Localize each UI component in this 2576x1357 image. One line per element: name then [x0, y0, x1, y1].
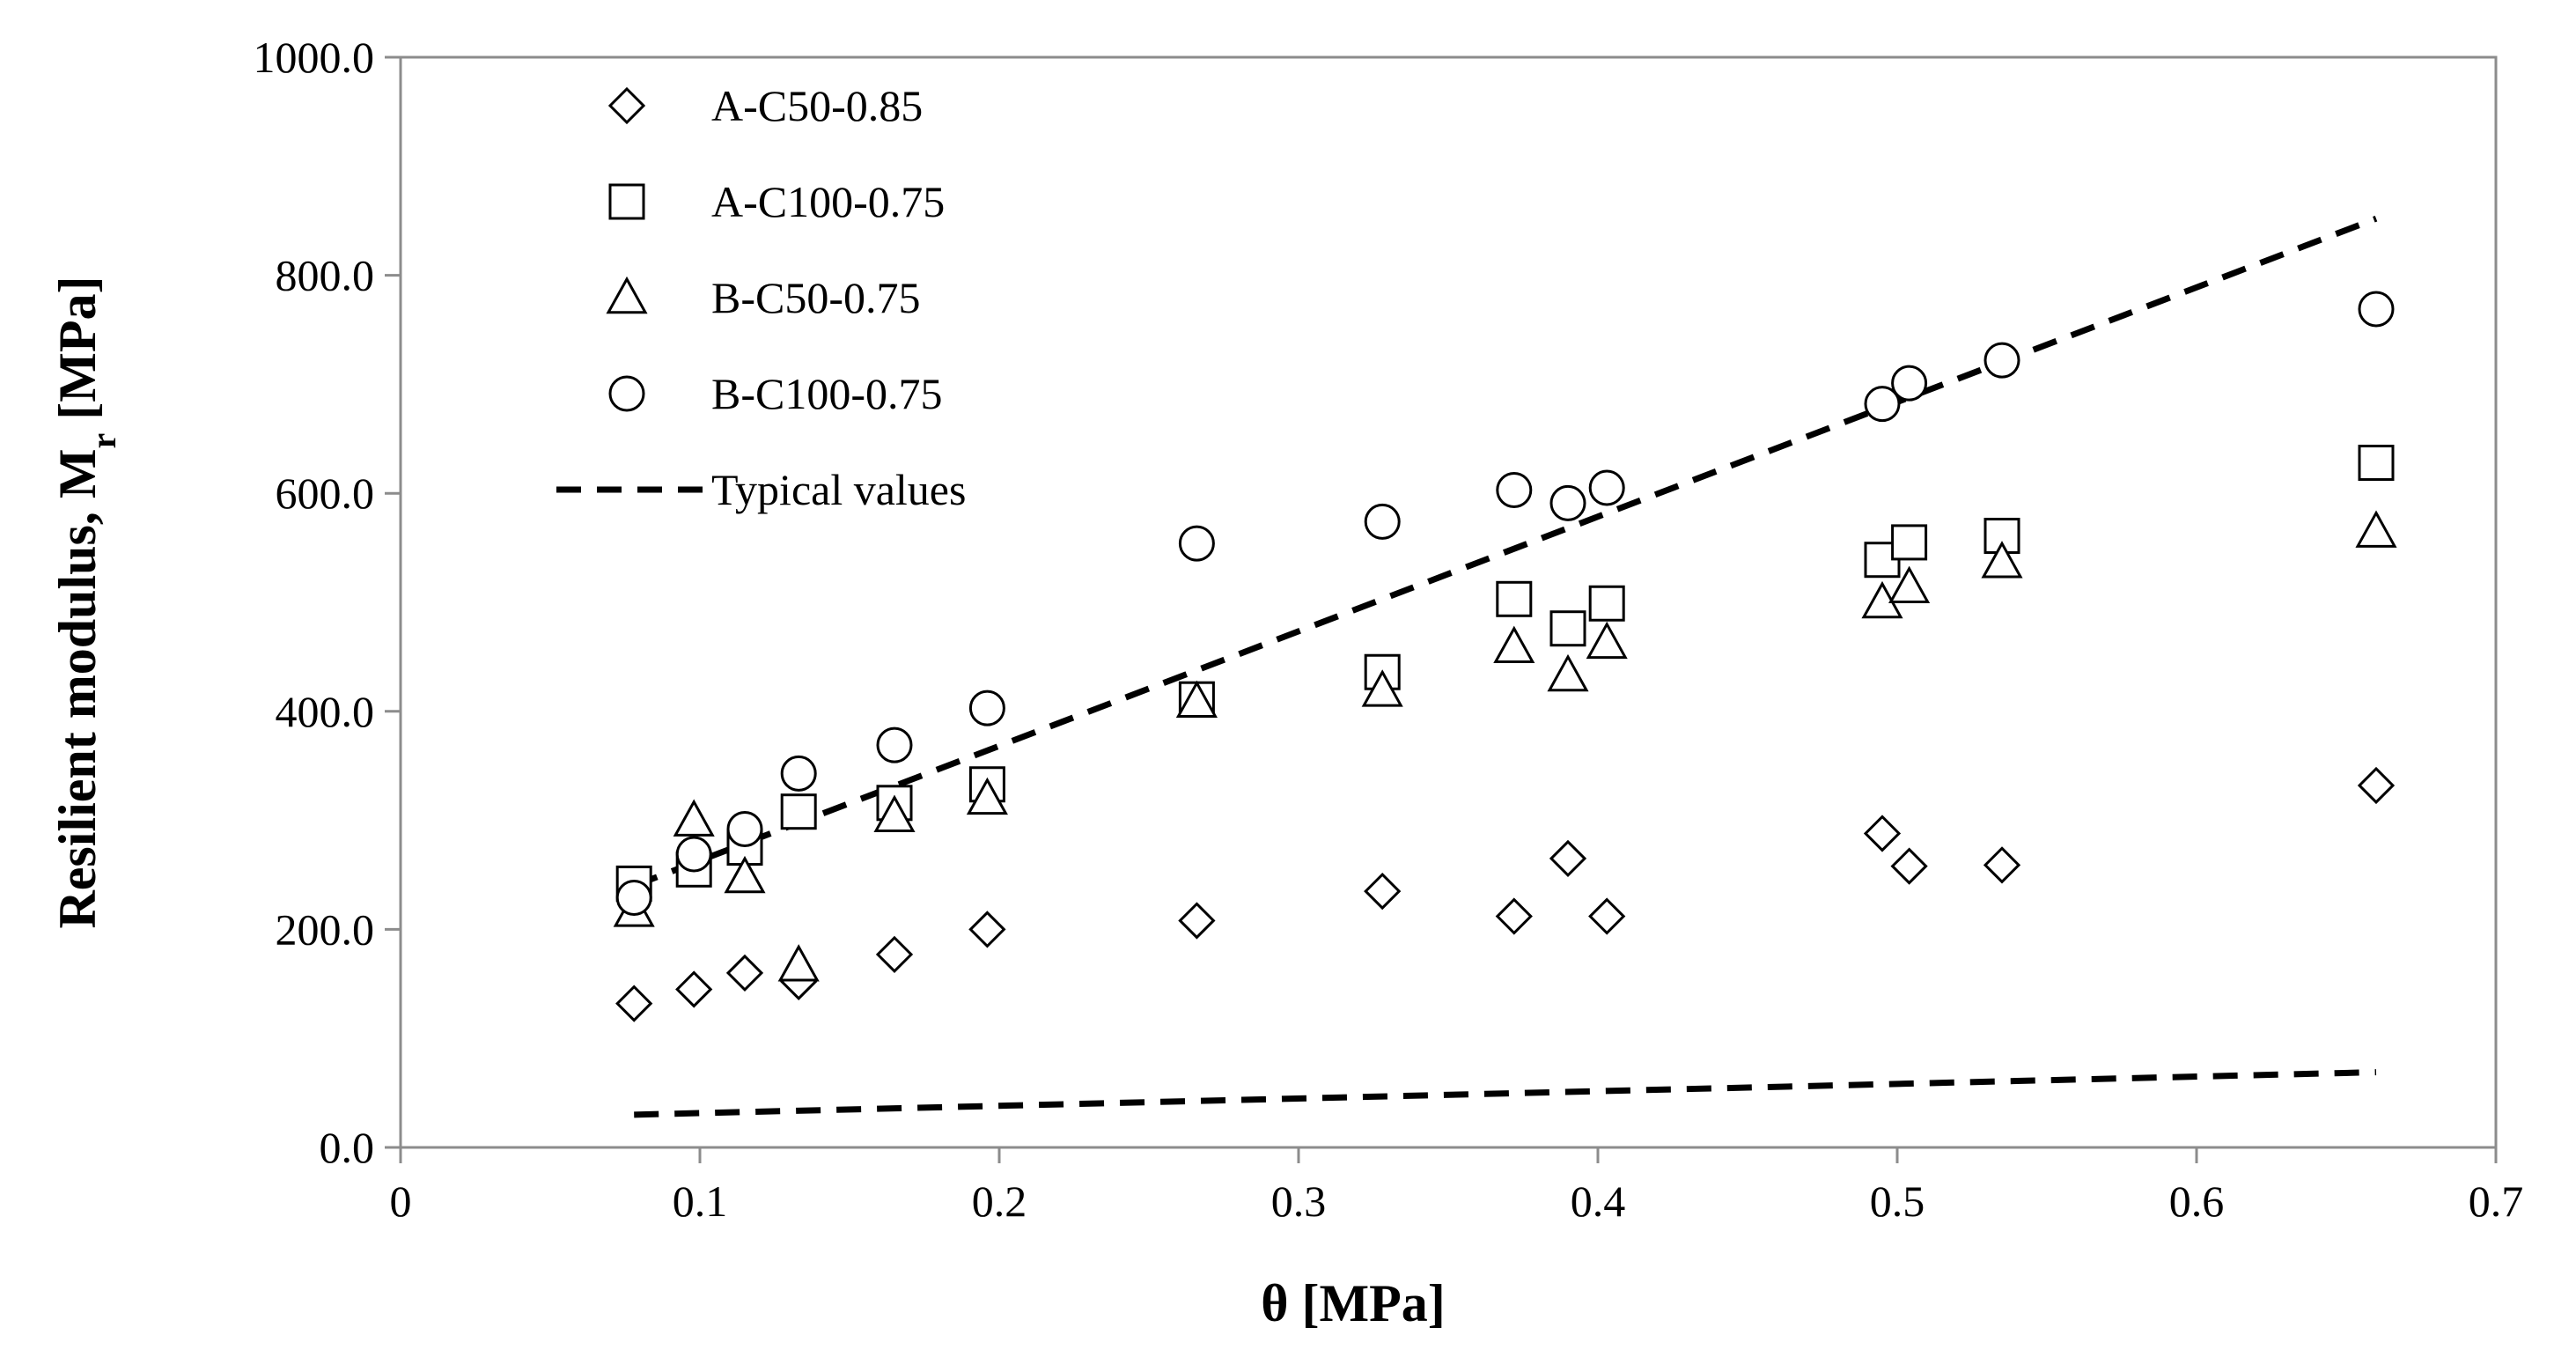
y-tick-label: 400.0	[276, 687, 375, 736]
circle-point	[1549, 484, 1586, 521]
x-tick-label: 0.6	[2169, 1176, 2225, 1226]
x-tick-label: 0.5	[1870, 1176, 1925, 1226]
legend-circle-marker	[608, 375, 645, 412]
triangle-point	[673, 799, 715, 837]
circle-point	[2358, 291, 2395, 328]
triangle-point	[966, 777, 1008, 815]
plot-frame	[399, 55, 2498, 1149]
circle-point	[1496, 471, 1533, 508]
triangle-point	[1888, 565, 1931, 603]
legend-label: B-C100-0.75	[711, 369, 943, 418]
circle-point	[615, 879, 652, 916]
y-axis-title-unit: [MPa]	[48, 276, 107, 432]
x-tick-label: 0.1	[673, 1176, 728, 1226]
circle-point	[675, 836, 712, 873]
legend-square-marker	[608, 183, 645, 220]
series-triangle	[613, 510, 2397, 982]
y-tick-label: 600.0	[276, 468, 375, 518]
diamond-point	[1495, 897, 1533, 935]
y-tick-label: 800.0	[276, 251, 375, 300]
triangle-point	[724, 855, 766, 894]
square-point	[2358, 445, 2395, 482]
diamond-point	[968, 911, 1006, 948]
legend-label: A-C50-0.85	[711, 81, 923, 130]
diamond-point	[1549, 839, 1587, 878]
triangle-point	[2355, 510, 2397, 548]
square-point	[780, 793, 817, 830]
x-tick-label: 0.7	[2469, 1176, 2524, 1226]
x-tick-label: 0.3	[1271, 1176, 1327, 1226]
x-tick-label: 0.4	[1571, 1176, 1626, 1226]
diamond-point	[875, 935, 914, 973]
triangle-point	[1981, 541, 2023, 579]
diamond-point	[1178, 902, 1216, 940]
triangle-point	[1493, 625, 1535, 664]
diamond-point	[2357, 766, 2396, 805]
circle-point	[968, 690, 1005, 726]
square-point	[1496, 580, 1533, 617]
triangle-point	[1586, 621, 1628, 660]
circle-point	[1891, 365, 1928, 402]
typical-values-lines	[632, 215, 2378, 1118]
x-tick-label: 0	[390, 1176, 412, 1226]
diamond-point	[1983, 846, 2021, 884]
triangle-point	[1175, 680, 1218, 718]
x-tick-label: 0.2	[972, 1176, 1027, 1226]
diamond-point	[615, 985, 653, 1022]
circle-point	[1984, 342, 2020, 379]
legend-label: Typical values	[711, 465, 966, 514]
circle-point	[1588, 469, 1625, 506]
y-tick-label: 200.0	[276, 904, 375, 954]
square-point	[1549, 610, 1586, 647]
legend-triangle-marker	[606, 276, 648, 314]
diamond-point	[1863, 815, 1902, 852]
x-axis-ticks: 0 0.1 0.2 0.3 0.4 0.5 0.6 0.7	[390, 1147, 2524, 1226]
y-tick-label: 1000.0	[254, 33, 375, 82]
square-point	[1588, 585, 1625, 622]
y-axis-title-main: Resilient modulus, M	[48, 448, 107, 928]
typical-values-lower-line	[634, 1069, 2377, 1118]
circle-point	[726, 811, 763, 848]
diamond-point	[675, 970, 713, 1008]
y-axis-title-subscript: r	[84, 433, 123, 449]
y-tick-label: 0.0	[320, 1123, 375, 1172]
series-circle	[615, 291, 2395, 916]
axes	[399, 55, 2498, 1149]
circle-point	[1864, 386, 1901, 423]
diamond-point	[725, 954, 764, 992]
legend-diamond-marker	[607, 86, 646, 125]
legend: A-C50-0.85 A-C100-0.75 B-C50-0.75 B-C100-0.…	[556, 81, 966, 514]
triangle-point	[1361, 669, 1403, 707]
circle-point	[1178, 525, 1215, 562]
circle-point	[876, 726, 913, 763]
triangle-point	[873, 794, 916, 832]
square-point	[1891, 524, 1928, 561]
x-axis-title: θ [MPa]	[1261, 1274, 1446, 1332]
y-axis-title: Resilient modulus, Mr [MPa]	[48, 276, 123, 928]
triangle-point	[1547, 653, 1589, 692]
circle-point	[780, 755, 817, 792]
diamond-point	[1890, 847, 1928, 885]
circle-point	[1364, 503, 1401, 540]
legend-label: B-C50-0.75	[711, 273, 921, 322]
diamond-point	[1588, 897, 1626, 935]
y-axis-ticks: 0.0 200.0 400.0 600.0 800.0 1000.0	[254, 33, 401, 1172]
triangle-point	[777, 944, 820, 982]
data-points	[613, 291, 2397, 1022]
typical-values-upper-line	[632, 215, 2378, 889]
legend-label: A-C100-0.75	[711, 177, 945, 226]
diamond-point	[1364, 872, 1402, 911]
